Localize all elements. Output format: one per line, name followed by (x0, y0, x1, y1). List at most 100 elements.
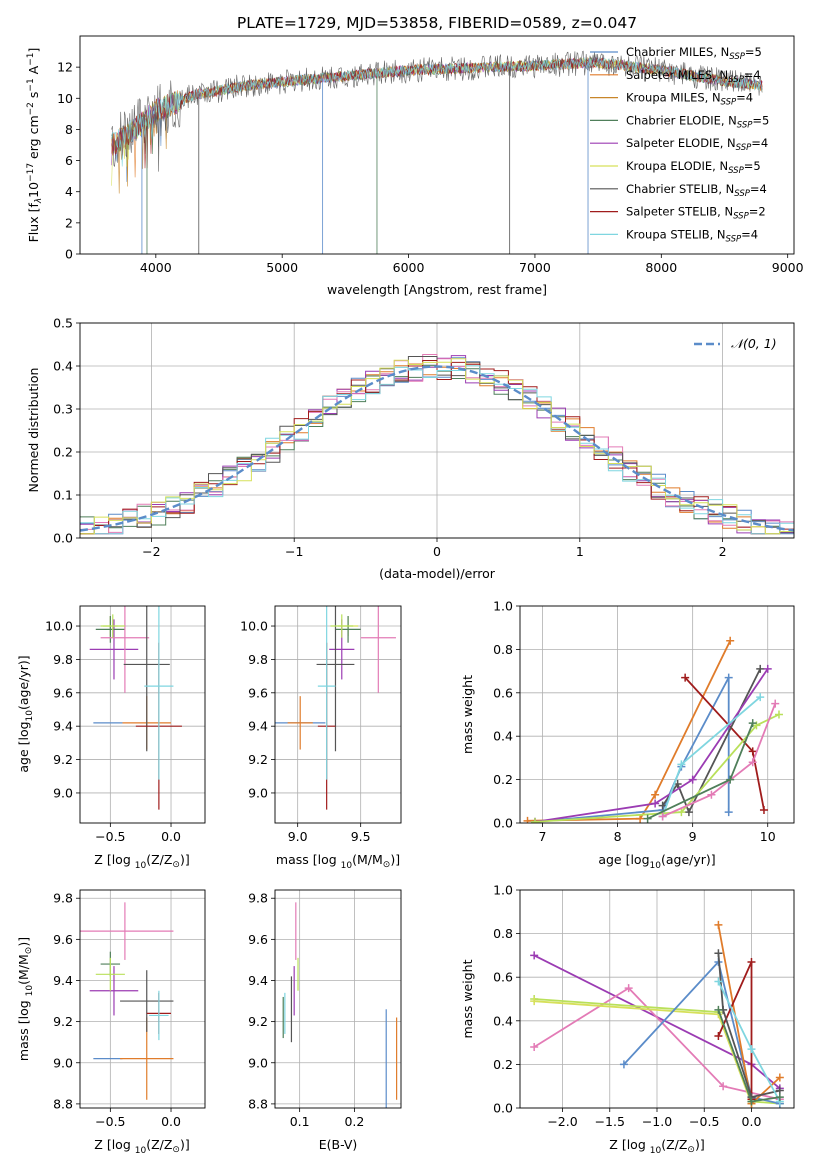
axis-label: age [log10(age/yr)] (598, 852, 715, 871)
y-tick-label: 0.2 (493, 1057, 513, 1072)
x-tick-label: 10 (760, 829, 776, 844)
y-axis-label: Normed distribution (26, 368, 41, 493)
x-tick-label: 9000 (772, 260, 804, 275)
x-tick-label: −0.5 (95, 1114, 125, 1129)
y-tick-label: 0.5 (53, 316, 73, 331)
weight-point (688, 775, 697, 784)
y-tick-label: 0.2 (493, 772, 513, 787)
x-tick-label: −0.5 (689, 1114, 719, 1129)
y-tick-label: 9.8 (53, 652, 73, 667)
x-tick-label: 8 (614, 829, 622, 844)
axis-label: age [log10(age/yr)] (16, 655, 35, 772)
weight-point (756, 693, 765, 702)
residuals-axes: −2 −1 0 1 2 0.0 0.1 0.2 0.3 0.4 0.5 𝒩(0, 1) (data-mo… (26, 316, 795, 581)
weight-point (719, 1082, 728, 1091)
y-tick-label: 0.1 (53, 488, 73, 503)
spectrum-series (111, 57, 763, 169)
y-tick-label: 0.4 (53, 359, 73, 374)
plot-area (523, 636, 783, 823)
weight-point (748, 747, 757, 756)
weight-point (774, 710, 783, 719)
x-axis-label: E(B-V) (319, 1137, 358, 1152)
weight-point (771, 699, 780, 708)
axes-frame (79, 35, 795, 255)
weight-point (748, 719, 757, 728)
y-tick-label: 0.4 (493, 1013, 513, 1028)
weight-point (707, 790, 716, 799)
weight-point (714, 1032, 723, 1041)
legend-entry: Kroupa ELODIE, NSSP=5 (626, 159, 761, 176)
y-tick-label: 2 (65, 215, 73, 230)
y-tick-label: 1.0 (493, 599, 513, 614)
x-tick-label: 8000 (645, 260, 677, 275)
weight-point (763, 664, 772, 673)
y-tick-label: 9.6 (53, 685, 73, 700)
weight-point (636, 814, 645, 823)
axis-label: mass [log 10(M/M⊙)] (16, 937, 35, 1061)
x-tick-label: 6000 (393, 260, 425, 275)
x-tick-label: 0.2 (344, 1114, 364, 1129)
plot-area (111, 50, 763, 254)
weight-series (623, 960, 781, 1105)
y-tick-label: 9.8 (53, 891, 73, 906)
y-tick-label: 9.4 (248, 719, 268, 734)
legend-entry: Salpeter MILES, NSSP=4 (626, 68, 761, 85)
y-tick-label: 9.6 (53, 932, 73, 947)
y-tick-label: 9.2 (248, 752, 268, 767)
axis-label: Z [log 10(Z/Z⊙)] (94, 1137, 189, 1156)
legend-entry: Chabrier STELIB, NSSP=4 (626, 182, 767, 199)
weight-series (662, 703, 777, 818)
x-axis-label: wavelength [Angstrom, rest frame] (327, 282, 547, 297)
y-axis-label: Flux [fλ10−17 erg cm−2 s−1 A−1] (26, 48, 44, 243)
axes-frame (79, 605, 206, 824)
legend-entry: Kroupa MILES, NSSP=4 (626, 91, 753, 108)
y-tick-label: 9.0 (53, 1055, 73, 1070)
weight-point (643, 814, 652, 823)
weight-point (523, 816, 532, 823)
y-tick-label: 6 (65, 153, 73, 168)
weight-point (775, 1073, 784, 1082)
axes-frame (274, 889, 402, 1109)
weight-point (747, 1097, 756, 1106)
y-tick-label: 12 (57, 60, 73, 75)
weight-point (677, 808, 686, 817)
y-tick-label: 9.4 (53, 973, 73, 988)
y-tick-label: 0.0 (493, 1101, 513, 1116)
y-tick-label: 9.2 (248, 1014, 268, 1029)
weight-point (724, 808, 733, 817)
weight-point (748, 758, 757, 767)
x-tick-label: −2.0 (547, 1114, 577, 1129)
y-tick-label: 4 (65, 184, 73, 199)
x-tick-label: −1.5 (595, 1114, 625, 1129)
y-tick-label: 0.2 (53, 445, 73, 460)
axis-label: mass [log 10(M/M⊙)] (276, 852, 400, 871)
y-tick-label: 10.0 (240, 619, 268, 634)
ebv-mass-axes: 0.1 0.2 8.8 9.0 9.2 9.4 9.6 9.8 E(B-V) (248, 889, 402, 1152)
y-tick-label: 0.6 (493, 970, 513, 985)
x-tick-label: 5000 (266, 260, 298, 275)
weight-point (714, 920, 723, 929)
y-tick-label: 9.0 (248, 1055, 268, 1070)
y-axis-label: mass weight (460, 959, 475, 1038)
y-tick-label: 8 (65, 122, 73, 137)
weight-point (530, 997, 539, 1006)
x-tick-label: 7 (539, 829, 547, 844)
y-axis-label: mass weight (460, 675, 475, 754)
spectrum-axes: 4000 5000 6000 7000 8000 9000 0 2 4 6 8 10 12 wavelen… (26, 35, 804, 297)
axes-frame (79, 889, 206, 1109)
y-tick-label: 9.0 (53, 785, 73, 800)
x-tick-label: 0 (433, 544, 441, 559)
x-tick-label: 7000 (519, 260, 551, 275)
weight-point (530, 1042, 539, 1051)
x-tick-label: −1.0 (642, 1114, 672, 1129)
x-tick-label: 9.5 (351, 829, 371, 844)
y-tick-label: 8.8 (248, 1096, 268, 1111)
axis-label: Z [log 10(Z/Z⊙)] (609, 1137, 704, 1156)
y-tick-label: 0 (65, 247, 73, 262)
y-tick-label: 1.0 (493, 883, 513, 898)
legend-entry: Salpeter ELODIE, NSSP=4 (626, 136, 768, 153)
Z-age-axes: −0.5 0.0 9.0 9.2 9.4 9.6 9.8 10.0 Z [log 10(Z/Z⊙… (16, 605, 206, 871)
y-tick-label: 0.8 (493, 926, 513, 941)
weight-point (619, 1060, 628, 1069)
weight-point (651, 799, 660, 808)
